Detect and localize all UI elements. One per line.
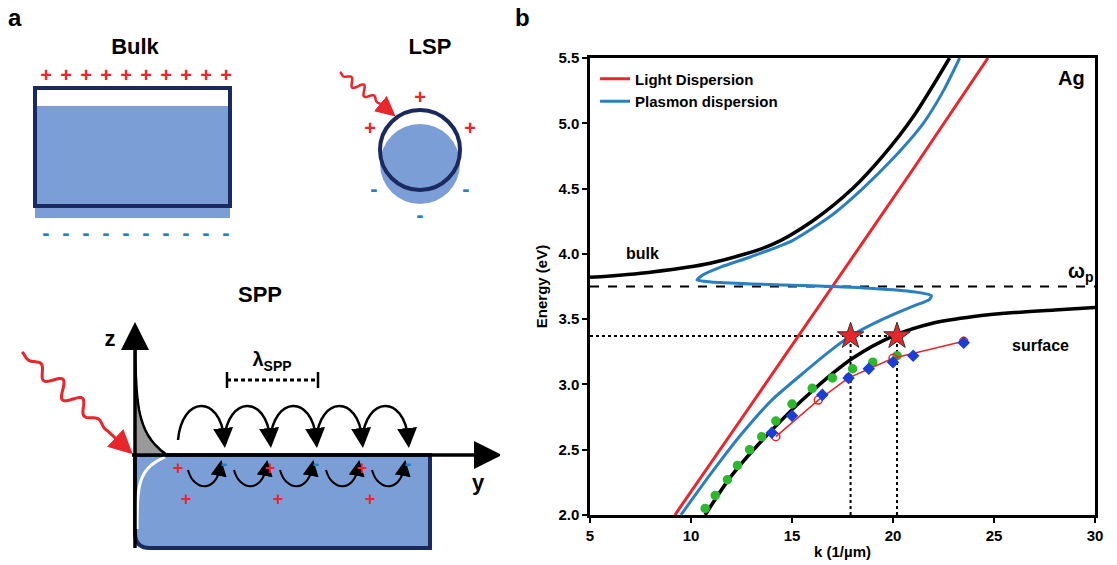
svg-text:20: 20	[885, 527, 902, 544]
svg-text:-: -	[202, 220, 209, 245]
svg-text:ω​p​: ω​p​	[1068, 260, 1093, 285]
svg-text:+: +	[181, 489, 192, 509]
svg-text:-: -	[162, 220, 169, 245]
svg-text:-: -	[462, 176, 469, 201]
svg-text:bulk: bulk	[626, 245, 659, 262]
svg-text:+: +	[100, 64, 112, 86]
svg-text:-: -	[62, 220, 69, 245]
svg-text:+: +	[40, 64, 52, 86]
svg-text:Ag: Ag	[1058, 67, 1085, 89]
svg-text:λSPP: λSPP	[252, 348, 291, 374]
svg-text:Plasmon dispersion: Plasmon dispersion	[635, 93, 778, 110]
svg-text:+: +	[200, 64, 212, 86]
svg-text:-: -	[102, 220, 109, 245]
svg-text:+: +	[414, 86, 426, 108]
svg-text:-: -	[142, 220, 149, 245]
svg-text:+: +	[160, 64, 172, 86]
svg-text:5.0: 5.0	[558, 115, 579, 132]
svg-text:30: 30	[1087, 527, 1104, 544]
svg-text:SPP: SPP	[238, 282, 282, 307]
svg-text:k (1/µm): k (1/µm)	[814, 543, 871, 560]
svg-text:z: z	[105, 326, 116, 351]
svg-text:+: +	[80, 64, 92, 86]
svg-text:5: 5	[586, 527, 594, 544]
svg-text:15: 15	[784, 527, 801, 544]
svg-text:Bulk: Bulk	[111, 34, 159, 59]
svg-text:+: +	[140, 64, 152, 86]
svg-text:-: -	[182, 220, 189, 245]
svg-text:LSP: LSP	[409, 34, 452, 59]
svg-text:-: -	[122, 220, 129, 245]
svg-text:Energy (eV): Energy (eV)	[533, 245, 550, 328]
svg-text:+: +	[173, 458, 184, 478]
svg-text:3.0: 3.0	[558, 376, 579, 393]
svg-text:a: a	[8, 4, 22, 31]
svg-text:2.0: 2.0	[558, 506, 579, 523]
svg-text:25: 25	[986, 527, 1003, 544]
svg-text:+: +	[60, 64, 72, 86]
svg-text:+: +	[265, 458, 276, 478]
svg-text:-: -	[405, 452, 412, 474]
svg-text:+: +	[180, 64, 192, 86]
svg-text:-: -	[82, 220, 89, 245]
svg-text:-: -	[416, 202, 423, 227]
svg-text:-: -	[370, 176, 377, 201]
svg-text:-: -	[222, 220, 229, 245]
svg-text:surface: surface	[1012, 337, 1069, 354]
svg-text:3.5: 3.5	[558, 310, 579, 327]
svg-text:+: +	[357, 458, 368, 478]
svg-text:-: -	[42, 220, 49, 245]
svg-text:-: -	[313, 452, 320, 474]
html-text:b: b	[515, 4, 530, 31]
svg-text:+: +	[364, 117, 376, 139]
svg-text:-: -	[221, 452, 228, 474]
svg-text:2.5: 2.5	[558, 441, 579, 458]
svg-text:4.5: 4.5	[558, 180, 579, 197]
svg-text:+: +	[120, 64, 132, 86]
svg-text:y: y	[472, 470, 485, 495]
svg-text:10: 10	[683, 527, 700, 544]
svg-text:+: +	[365, 489, 376, 509]
svg-text:5.5: 5.5	[558, 49, 579, 66]
svg-text:+: +	[273, 489, 284, 509]
svg-text:Light Dispersion: Light Dispersion	[635, 71, 753, 88]
svg-text:+: +	[464, 117, 476, 139]
svg-text:+: +	[220, 64, 232, 86]
svg-text:4.0: 4.0	[558, 245, 579, 262]
